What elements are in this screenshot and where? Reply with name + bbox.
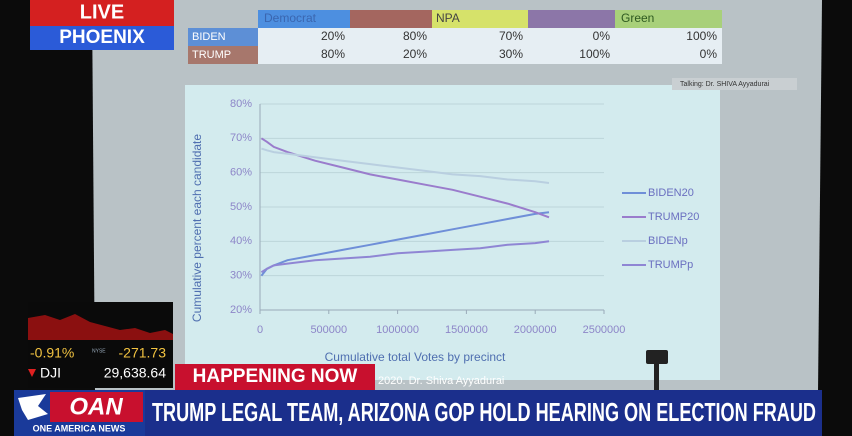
series-line xyxy=(260,240,550,274)
y-tick-label: 20% xyxy=(230,304,252,316)
series-line xyxy=(261,147,550,184)
headline: TRUMP LEGAL TEAM, ARIZONA GOP HOLD HEARI… xyxy=(152,397,816,427)
x-tick-label: 0 xyxy=(257,324,263,336)
table-cell: 80% xyxy=(403,29,427,43)
header-cell xyxy=(350,10,432,28)
y-tick-label: 40% xyxy=(230,235,252,247)
live-box xyxy=(30,0,174,26)
y-tick-label: 50% xyxy=(230,201,252,213)
eagle-icon xyxy=(18,394,48,420)
header-text: Green xyxy=(621,11,654,25)
ticker-change-percent: -0.91% xyxy=(30,345,74,361)
legend-label: TRUMP20 xyxy=(648,211,699,223)
table-cell: 100% xyxy=(579,47,610,61)
table-cell: 20% xyxy=(403,47,427,61)
legend-label: BIDENp xyxy=(648,235,688,247)
legend-label: BIDEN20 xyxy=(648,187,694,199)
x-tick-label: 1500000 xyxy=(445,324,488,336)
data-cells xyxy=(258,28,722,64)
header-cell xyxy=(528,10,615,28)
y-tick-label: 70% xyxy=(230,132,252,144)
y-tick-label: 30% xyxy=(230,270,252,282)
location-text: PHOENIX xyxy=(59,27,145,48)
logo-red xyxy=(50,392,143,422)
happening-box xyxy=(175,364,375,390)
row-label: BIDEN xyxy=(192,31,226,43)
ticker-box xyxy=(28,302,173,388)
happening-text: HAPPENING NOW xyxy=(193,366,358,387)
ticker-change: -271.73 xyxy=(119,345,167,361)
credit: 2020. Dr. Shiva Ayyadurai xyxy=(378,375,504,387)
logo-text: OAN xyxy=(69,393,123,420)
table-cell: 70% xyxy=(499,29,523,43)
row-label-cell xyxy=(188,46,258,64)
headline-bar xyxy=(145,390,822,436)
table-cell: 20% xyxy=(321,29,345,43)
x-tick-label: 2000000 xyxy=(514,324,557,336)
vote-table: Democrat NPA Green BIDEN 20% 80% 70% 0% 100% T… xyxy=(188,10,722,64)
ticker-exchange: NYSE xyxy=(92,348,106,354)
table-cell: 100% xyxy=(686,29,717,43)
row-label-cell xyxy=(188,28,258,46)
header-cell xyxy=(432,10,528,28)
row-label: TRUMP xyxy=(192,49,231,61)
series-line xyxy=(260,137,550,219)
header-cell xyxy=(258,10,350,28)
table-cell: 0% xyxy=(700,47,718,61)
legend-label: TRUMPp xyxy=(648,259,693,271)
header-text: NPA xyxy=(436,11,460,25)
ticker-level: 29,638.64 xyxy=(104,365,166,381)
y-axis-label: Cumulative percent each candidate xyxy=(190,134,204,322)
speaker: Talking: Dr. SHIVA Ayyadurai xyxy=(680,81,770,88)
header-cell xyxy=(615,10,722,28)
chart-panel xyxy=(185,85,720,380)
tripod-icon xyxy=(654,364,659,390)
table-cell: 0% xyxy=(593,29,611,43)
ticker-index: DJI xyxy=(40,365,61,381)
table-cell: 80% xyxy=(321,47,345,61)
legend: BIDEN20 TRUMP20 BIDENp TRUMPp xyxy=(622,187,699,271)
live-text: LIVE xyxy=(80,1,124,23)
header-text: Democrat xyxy=(264,11,317,25)
y-tick-label: 60% xyxy=(230,167,252,179)
phone-icon xyxy=(646,350,668,364)
location-box xyxy=(30,26,174,50)
y-tick-label: 80% xyxy=(230,98,252,110)
network-name: ONE AMERICA NEWS xyxy=(33,423,126,433)
x-tick-label: 2500000 xyxy=(583,324,626,336)
down-arrow xyxy=(28,369,36,377)
table-cell: 30% xyxy=(499,47,523,61)
x-tick-label: 1000000 xyxy=(376,324,419,336)
plot: 20% 30% 40% 50% 60% 70% 80% 0 500000 1000000 15000… xyxy=(230,98,625,336)
x-axis-label: Cumulative total Votes by precinct xyxy=(325,350,506,364)
speaker-box xyxy=(672,78,797,90)
x-tick-label: 500000 xyxy=(310,324,347,336)
sparkline xyxy=(28,314,173,340)
